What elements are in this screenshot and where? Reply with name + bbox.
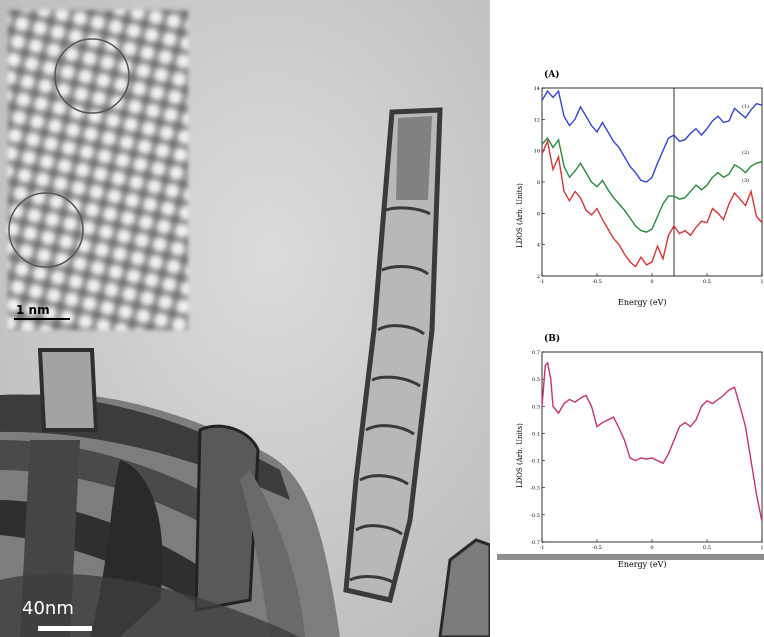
plot-b-ytick-label: -0.1 — [530, 459, 540, 465]
plot-b-ytick-label: 0.1 — [532, 431, 540, 437]
bottom-rule — [497, 554, 764, 560]
plot-a-series-3-label: (3) — [742, 177, 749, 184]
plot-b-series-1-line — [541, 361, 763, 522]
inset-circle-bottom — [8, 192, 84, 268]
plot-a-series-1-line — [541, 89, 763, 183]
plot-a-series-3-line — [541, 138, 763, 268]
plot-b-xtick-label: -0.5 — [592, 545, 602, 551]
inset-circle-top — [54, 38, 130, 114]
plot-b-ytick-label: 0.3 — [532, 404, 540, 410]
plot-b-panel-label: (B) — [544, 334, 561, 344]
plot-a-ytick-label: 12 — [534, 117, 540, 123]
plot-a-ytick-label: 6 — [537, 211, 540, 217]
main-scale-label: 40nm — [22, 598, 74, 619]
plot-a-frame — [541, 87, 763, 277]
plot-b-xtick-label: 1 — [760, 545, 763, 551]
plot-a-ytick-label: 2 — [537, 274, 540, 280]
corner-nanotube — [438, 538, 490, 637]
plot-a-xtick-label: 0 — [650, 279, 653, 285]
plot-a-series-2-label: (2) — [742, 149, 749, 156]
plot-b-ytick-label: -0.7 — [530, 540, 540, 546]
inset-scale-bar — [14, 318, 70, 320]
plot-a-ytick-label: 4 — [537, 243, 540, 249]
plot-a-xtick-label: 0.5 — [703, 279, 711, 285]
plot-a-ytick-label: 14 — [534, 86, 540, 92]
plot-b-ytick-label: -0.5 — [530, 513, 540, 519]
plot-b-ytick-label: -0.3 — [530, 486, 540, 492]
plot-a-series-1-label: (1) — [742, 103, 749, 110]
plot-b-ylabel: LDOS (Arb. Units) — [516, 423, 524, 488]
main-scale-bar — [38, 626, 92, 631]
plot-b-frame — [541, 351, 763, 543]
plot-a-ytick-label: 10 — [534, 149, 540, 155]
plot-b: (B) LDOS (Arb. Units) Energy (eV) -1 -0.5… — [506, 328, 764, 578]
plot-b-xtick-label: -1 — [540, 545, 545, 551]
tem-micrograph: 1 nm 40nm — [0, 0, 490, 637]
plot-a-xlabel: Energy (eV) — [618, 298, 667, 307]
plot-a-xtick-label: -0.5 — [592, 279, 602, 285]
plot-a-xtick-label: 1 — [760, 279, 763, 285]
plot-a-xtick-label: -1 — [540, 279, 545, 285]
inset-scale-label: 1 nm — [16, 303, 50, 317]
plot-b-xlabel: Energy (eV) — [618, 560, 667, 569]
plot-b-xtick-label: 0.5 — [703, 545, 711, 551]
plot-b-xtick-label: 0 — [650, 545, 653, 551]
vertical-nanotube — [343, 107, 443, 603]
plot-a-series-2-line — [541, 136, 763, 233]
nanotube-cluster — [0, 348, 340, 637]
plot-a-ylabel: LDOS (Arb. Units) — [516, 183, 524, 248]
inset-hrtem — [8, 10, 188, 330]
plot-b-ytick-label: 0.7 — [532, 350, 540, 356]
plot-b-svg: -1 -0.5 0 0.5 1 -0.7 -0.5 -0.3 -0.1 0.1 0.3 0.5 0.7 — [530, 350, 763, 551]
plot-a-panel-label: (A) — [544, 70, 560, 80]
micrograph-image — [0, 0, 490, 637]
plot-b-ytick-label: 0.5 — [532, 377, 540, 383]
plot-a: (A) LDOS (Arb. Units) Energy (eV) -1 -0.5… — [506, 58, 764, 318]
plot-a-ytick-label: 8 — [537, 180, 540, 186]
